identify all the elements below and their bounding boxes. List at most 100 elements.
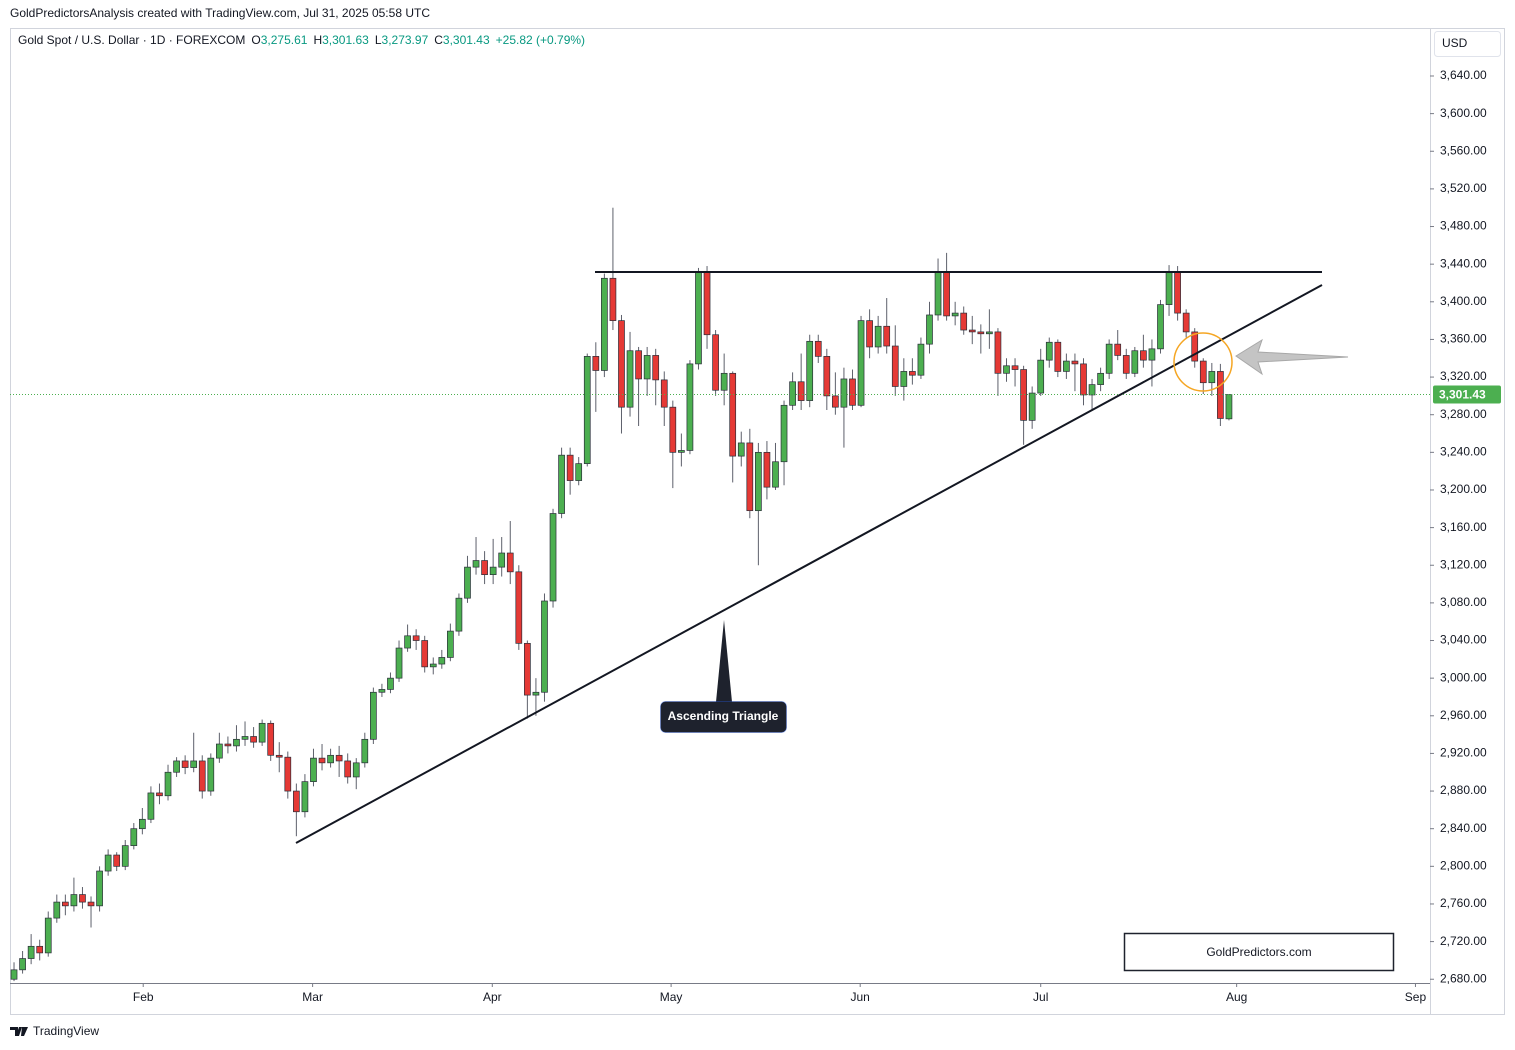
candle-body: [515, 571, 523, 644]
callout-box: [660, 701, 787, 733]
candle-body: [104, 854, 112, 872]
candle-body: [806, 340, 814, 401]
candle-body: [198, 760, 206, 792]
support-trendline: [295, 284, 1323, 844]
candle-body: [412, 635, 420, 641]
y-tick-label: 3,200.00: [1440, 482, 1487, 496]
candle-body: [635, 350, 642, 380]
y-tick-label: 3,400.00: [1440, 294, 1487, 308]
watermark: GoldPredictors.com: [1206, 945, 1311, 959]
candle-body: [1157, 304, 1164, 350]
candle-body: [113, 854, 121, 867]
candle-body: [79, 894, 86, 903]
candle-body: [737, 442, 745, 457]
created-note: GoldPredictorsAnalysis created with Trad…: [10, 6, 430, 20]
y-tick-label: 2,920.00: [1440, 746, 1487, 760]
candle-body: [130, 828, 138, 846]
x-tick-label: Mar: [302, 990, 323, 1004]
candle-body: [1080, 363, 1087, 396]
candle-body: [951, 312, 959, 317]
candle-body: [1199, 360, 1207, 384]
candle-body: [1003, 365, 1010, 374]
candle-body: [318, 757, 326, 764]
candle-body: [1097, 372, 1104, 385]
candle-body: [1011, 365, 1019, 370]
candle-body: [489, 566, 497, 576]
candle-body: [960, 312, 968, 331]
price-label: 3,301.43: [1439, 388, 1486, 402]
candle-body: [1131, 350, 1139, 374]
candle-body: [404, 635, 411, 649]
candle-body: [1063, 360, 1070, 372]
candle-body: [558, 454, 565, 514]
y-tick-label: 2,840.00: [1440, 821, 1487, 835]
candle-body: [70, 894, 78, 907]
candle-body: [1071, 360, 1079, 365]
candle-body: [652, 355, 660, 381]
legend-value: 3,275.61: [261, 33, 308, 47]
candle-body: [909, 371, 916, 376]
candle-body: [703, 271, 711, 336]
currency-box[interactable]: [1434, 31, 1501, 57]
candle-body: [310, 757, 317, 783]
footer-brand: TradingView: [33, 1024, 99, 1038]
currency-label: USD: [1442, 36, 1468, 50]
candle-body: [207, 757, 215, 792]
logo-mark: [10, 1027, 28, 1036]
candle-body: [327, 754, 334, 764]
y-tick-label: 3,320.00: [1440, 369, 1487, 383]
candle-body: [1054, 341, 1062, 372]
candle-body: [1140, 350, 1147, 361]
candle-body: [626, 350, 634, 408]
candle-body: [874, 325, 882, 348]
candle-body: [720, 372, 728, 391]
candle-body: [181, 760, 189, 768]
candle-body: [258, 722, 266, 743]
x-tick-label: Aug: [1226, 990, 1247, 1004]
candle-body: [943, 271, 950, 317]
candle-body: [53, 901, 61, 919]
y-tick-label: 3,640.00: [1440, 68, 1487, 82]
callout-pointer: [716, 620, 732, 702]
candle-body: [387, 677, 394, 690]
candle-body: [233, 738, 240, 747]
candle-body: [250, 736, 257, 743]
candle-body: [1088, 384, 1096, 396]
candle-body: [44, 917, 52, 954]
candle-body: [361, 738, 369, 764]
candle-body: [464, 566, 471, 599]
legend-value: 3,273.97: [382, 33, 429, 47]
symbol-legend: Gold Spot / U.S. Dollar · 1D · FOREXCOM O…: [18, 33, 585, 47]
candle-body: [575, 463, 583, 481]
candle-body: [1045, 341, 1053, 361]
candle-body: [447, 630, 454, 658]
candle-body: [1148, 348, 1156, 361]
candle-body: [1217, 371, 1224, 419]
candle-body: [678, 450, 685, 453]
candle-body: [883, 325, 891, 347]
legend-key: O: [251, 33, 260, 47]
candle-body: [857, 320, 865, 406]
x-tick-label: Sep: [1405, 990, 1427, 1004]
candle-body: [87, 901, 95, 907]
candle-body: [532, 691, 540, 696]
candle-body: [224, 743, 232, 747]
y-tick-label: 3,240.00: [1440, 445, 1487, 459]
candle-body: [1037, 359, 1045, 394]
footer-logo: [10, 1027, 28, 1036]
x-tick-label: May: [660, 990, 683, 1004]
candle-body: [156, 792, 163, 797]
candle-body: [293, 790, 300, 813]
candle-body: [891, 345, 899, 387]
candle-body: [729, 372, 737, 457]
y-tick-label: 3,040.00: [1440, 633, 1487, 647]
legend-key: L: [375, 33, 382, 47]
candle-body: [977, 331, 985, 335]
candle-body: [797, 381, 805, 401]
candle-body: [173, 760, 180, 773]
candle-body: [370, 691, 377, 740]
candle-body: [643, 355, 651, 380]
candle-body: [1165, 271, 1173, 305]
